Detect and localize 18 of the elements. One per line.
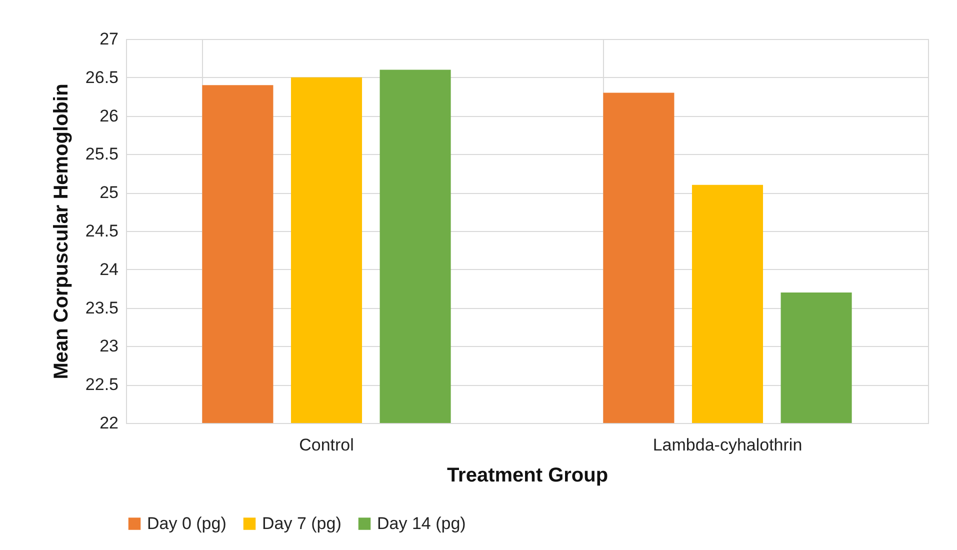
legend-label: Day 0 (pg)	[147, 514, 226, 533]
x-axis-title: Treatment Group	[446, 464, 608, 486]
y-tick-label: 22	[100, 414, 118, 432]
legend-label: Day 14 (pg)	[377, 514, 466, 533]
y-tick-label: 23.5	[85, 298, 118, 318]
y-tick-label: 26.5	[85, 68, 118, 87]
y-tick-label: 27	[100, 30, 118, 48]
x-tick-label: Control	[299, 436, 354, 454]
y-tick-label: 24	[100, 260, 118, 279]
y-tick-label: 25.5	[85, 144, 118, 164]
y-tick-label: 24.5	[85, 222, 118, 240]
x-tick-label: Lambda-cyhalothrin	[652, 436, 802, 454]
legend-label: Day 7 (pg)	[262, 514, 342, 533]
y-axis-title: Mean Corpuscular Hemoglobin	[50, 84, 72, 380]
y-tick-label: 26	[100, 106, 118, 126]
y-tick-label: 22.5	[85, 375, 118, 394]
y-tick-label: 25	[100, 183, 118, 202]
y-tick-label: 23	[100, 336, 118, 356]
